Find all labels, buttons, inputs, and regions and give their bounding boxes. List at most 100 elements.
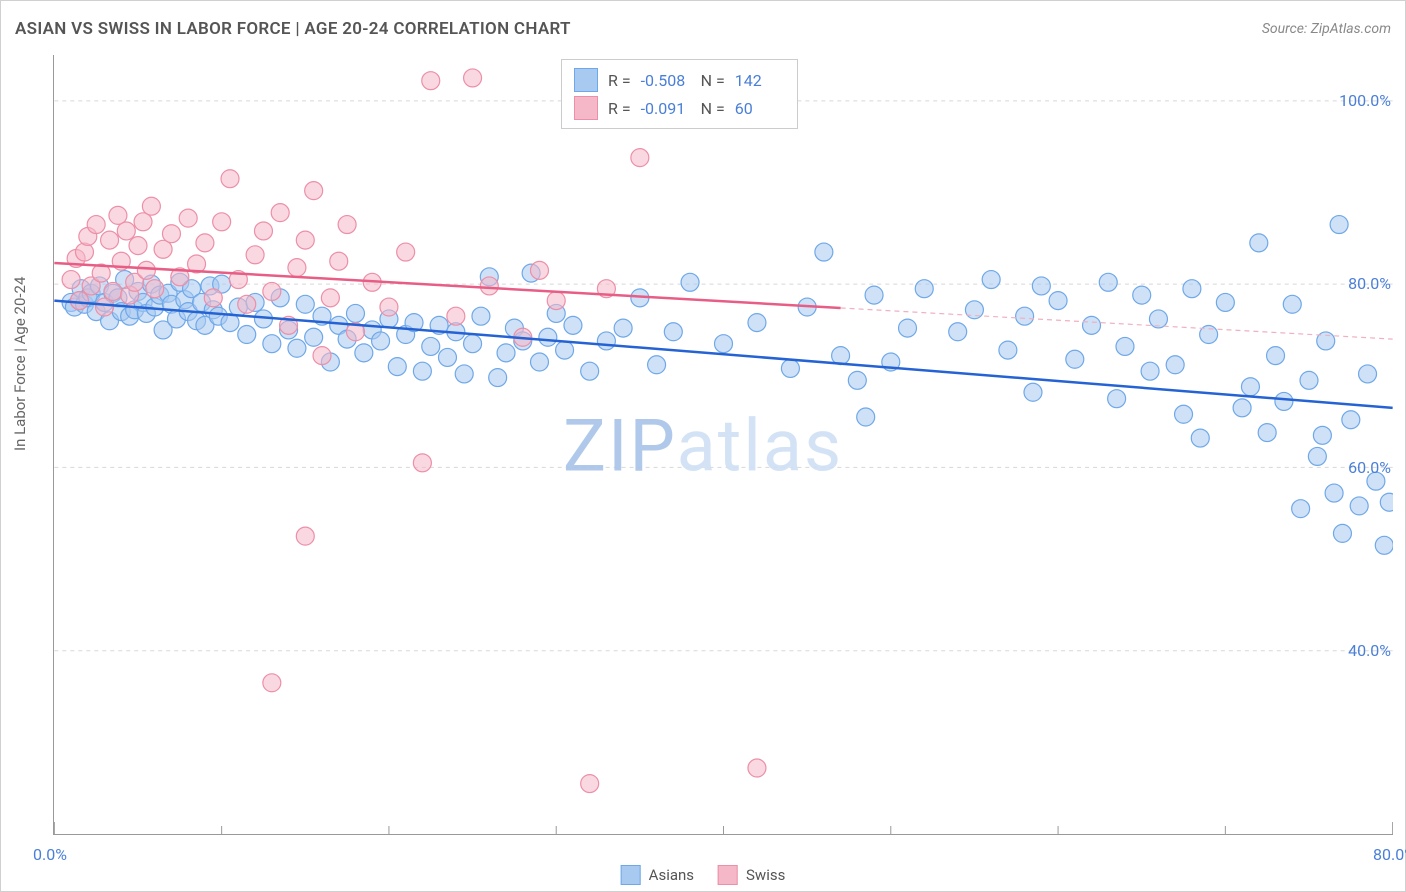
data-point [547,292,565,310]
legend-label: Swiss [746,866,785,884]
data-point [581,362,599,380]
r-value: -0.508 [641,71,691,90]
data-point [1099,273,1117,291]
data-point [397,243,415,261]
y-tick-label: 80.0% [1348,274,1391,293]
data-point [62,271,80,289]
data-point [196,234,214,252]
data-point [999,341,1017,359]
data-point [238,326,256,344]
data-point [480,277,498,295]
stat-row: R = -0.508 N = 142 [574,66,785,94]
data-point [1183,280,1201,298]
n-value: 60 [735,99,785,118]
data-point [581,775,599,793]
data-point [1250,234,1268,252]
data-point [539,328,557,346]
data-point [213,213,231,231]
data-point [438,348,456,366]
data-point [1233,399,1251,417]
r-label: R = [608,71,631,90]
data-point [965,301,983,319]
source-label: Source: ZipAtlas.com [1262,21,1391,37]
series-swatch-icon [574,96,598,120]
data-point [1283,295,1301,313]
regression-line [54,301,1392,408]
data-point [1216,293,1234,311]
data-point [238,295,256,313]
data-point [413,454,431,472]
data-point [1275,392,1293,410]
data-point [296,295,314,313]
data-point [1083,316,1101,334]
data-point [472,307,490,325]
y-tick-label: 40.0% [1348,641,1391,660]
data-point [1330,216,1348,234]
data-point [748,759,766,777]
data-point [422,337,440,355]
data-point [179,209,197,227]
stat-row: R = -0.091 N = 60 [574,94,785,122]
data-point [597,332,615,350]
data-point [1375,536,1393,554]
data-point [1300,371,1318,389]
data-point [75,243,93,261]
data-point [1241,378,1259,396]
legend-label: Asians [649,866,694,884]
data-point [104,282,122,300]
data-point [915,280,933,298]
data-point [1359,365,1377,383]
data-point [748,314,766,332]
legend-item: Asians [621,865,694,885]
legend-item: Swiss [718,865,785,885]
n-label: N = [701,71,725,90]
data-point [530,353,548,371]
data-point [1032,277,1050,295]
data-point [631,149,649,167]
data-point [1267,347,1285,365]
data-point [1066,350,1084,368]
data-point [1149,310,1167,328]
data-point [1333,524,1351,542]
data-point [815,243,833,261]
data-point [305,182,323,200]
data-point [1024,383,1042,401]
legend-swatch-icon [621,865,641,885]
data-point [1325,484,1343,502]
data-point [338,216,356,234]
data-point [1108,390,1126,408]
data-point [422,72,440,90]
data-point [1258,424,1276,442]
data-point [321,289,339,307]
data-point [263,282,281,300]
data-point [246,246,264,264]
data-point [346,304,364,322]
data-point [556,341,574,359]
data-point [1049,292,1067,310]
chart-title: ASIAN VS SWISS IN LABOR FORCE | AGE 20-2… [15,19,571,39]
n-value: 142 [735,71,785,90]
data-point [221,170,239,188]
data-point [254,222,272,240]
data-point [296,231,314,249]
data-point [263,335,281,353]
data-point [372,332,390,350]
data-point [380,298,398,316]
data-point [1342,411,1360,429]
data-point [715,335,733,353]
data-point [1116,337,1134,355]
data-point [162,225,180,243]
data-point [1313,426,1331,444]
data-point [1166,356,1184,374]
legend-swatch-icon [718,865,738,885]
data-point [87,216,105,234]
data-point [288,259,306,277]
data-point [413,362,431,380]
data-point [1380,493,1393,511]
data-point [614,319,632,337]
y-axis-label: In Labor Force | Age 20-24 [11,277,29,451]
data-point [564,316,582,334]
data-point [447,307,465,325]
data-point [781,359,799,377]
data-point [288,339,306,357]
